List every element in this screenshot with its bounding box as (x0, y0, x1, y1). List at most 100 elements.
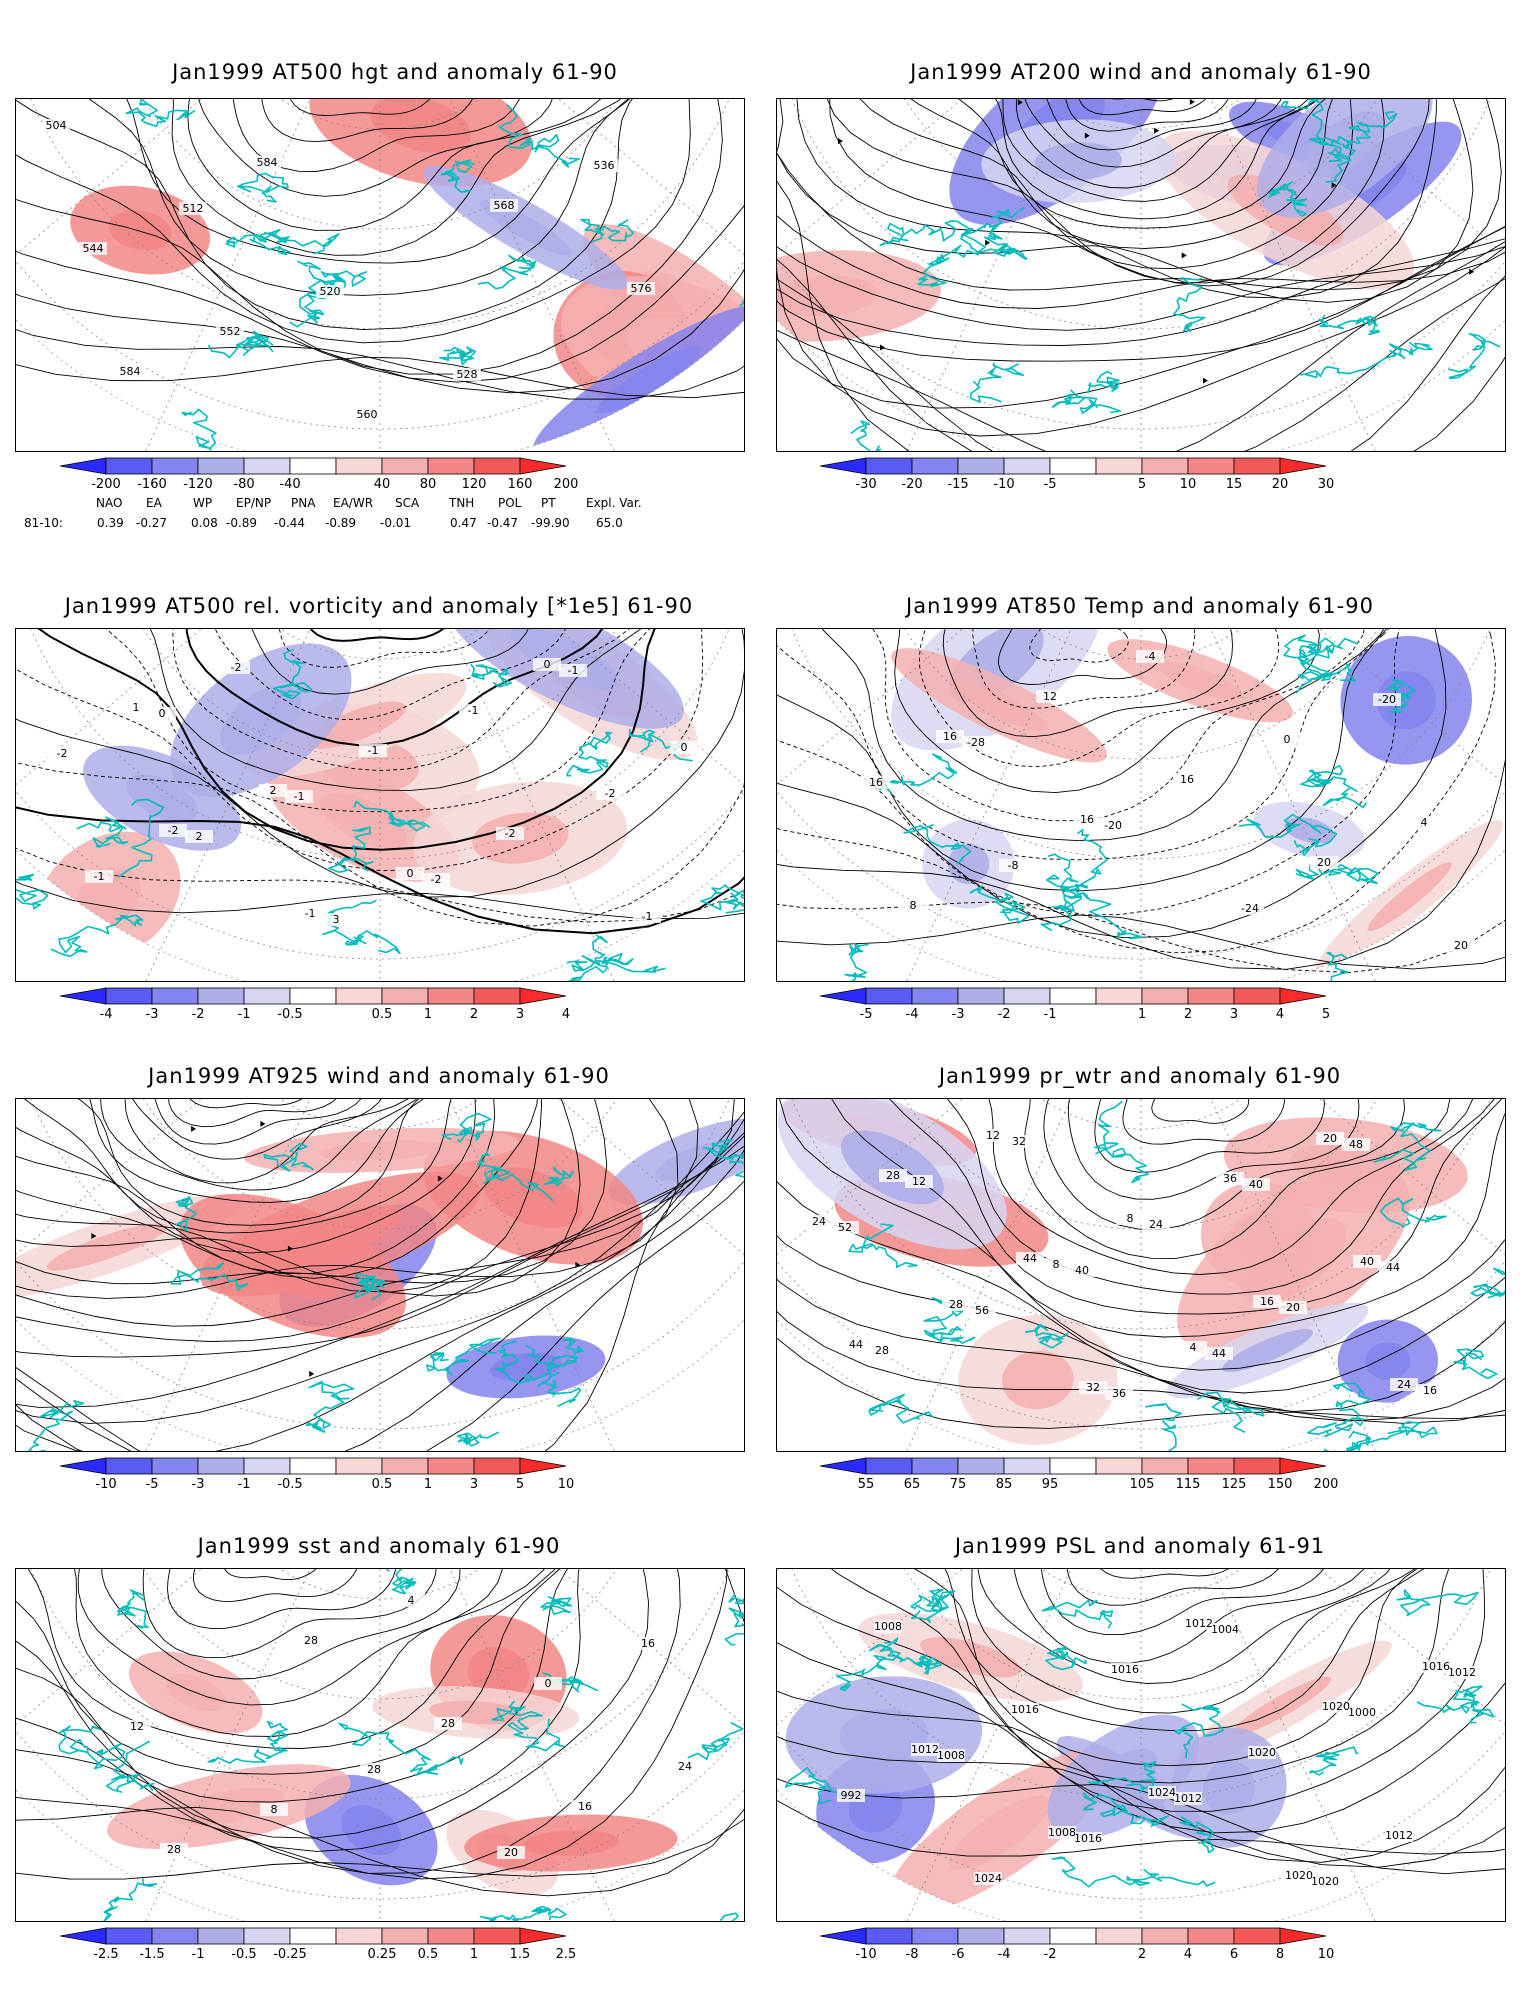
contour-label-bg (1048, 1826, 1076, 1839)
coastline (1380, 1197, 1447, 1228)
wind-arrow (287, 1245, 293, 1252)
colorbar-segment (865, 457, 913, 475)
contour-label: 1020 (1311, 1875, 1339, 1888)
contour-label-bg (559, 664, 587, 677)
coastline (271, 229, 340, 255)
coastline (923, 1297, 976, 1344)
contour-line (27, 1569, 556, 1749)
anomaly-shading-core (276, 1205, 403, 1262)
colorbar-label: -30 (855, 477, 876, 492)
wind-arrow (1017, 99, 1023, 106)
coastline (16, 873, 49, 910)
anomaly-shading-core (490, 1352, 562, 1382)
header-ea: EA (146, 496, 162, 510)
contour-label-bg (434, 1717, 462, 1730)
contour-label-bg (1385, 1829, 1413, 1842)
contour-label: -2 (605, 787, 616, 800)
contour-label: 1024 (1148, 1786, 1176, 1799)
contour-label: -1 (94, 870, 105, 883)
contour-label: 20 (504, 1846, 518, 1859)
contour-label: 32 (1086, 1381, 1100, 1394)
contour-line (1151, 1099, 1250, 1124)
coastline (1416, 1685, 1495, 1724)
contour-label-bg (360, 1763, 388, 1776)
contour-label: -2 (168, 824, 179, 837)
coastline (1094, 1100, 1150, 1184)
contour-label: 584 (257, 156, 278, 169)
coastline (1046, 828, 1108, 892)
coastline (426, 1337, 501, 1376)
coastline (1300, 341, 1433, 379)
colorbar-label: -20 (901, 477, 922, 492)
colorbar-label: 1.5 (510, 1947, 531, 1962)
coastline (1145, 1403, 1182, 1451)
coastline (1295, 637, 1359, 694)
contour-line (224, 1569, 317, 1581)
contour-label: 1012 (911, 1743, 939, 1756)
contour-line (777, 99, 1502, 291)
wind-arrow (1189, 99, 1195, 105)
colorbar-segment (1233, 1457, 1281, 1475)
colorbar-label: 95 (1042, 1477, 1059, 1492)
header-wp: WP (193, 496, 213, 510)
coastline (703, 1138, 744, 1179)
colorbar-segment (911, 1457, 959, 1475)
contour-line (946, 1099, 1495, 1295)
anomaly-shading-core (1305, 111, 1385, 178)
colorbar-label: -80 (233, 477, 254, 492)
colorbar-svg: -10 -8 -6 -4 -2 2 4 6 8 10 (819, 1927, 1334, 1962)
wind-arrow (880, 344, 886, 351)
colorbar-precipitable-water: 55 65 75 85 95 105 115 125 150 200 (819, 1457, 1346, 1498)
colorbar-label: 0.25 (368, 1947, 397, 1962)
coastline (118, 798, 165, 878)
coastline (102, 1878, 158, 1921)
colorbar-label: 2 (1138, 1947, 1146, 1962)
contour-label-bg (1074, 1832, 1102, 1845)
contour-label: 1020 (1322, 1700, 1350, 1713)
panel-title: Jan1999 AT200 wind and anomaly 61-90 (910, 60, 1372, 84)
wind-arrow (1469, 268, 1475, 275)
contour-label-bg (1410, 816, 1438, 829)
contour-label-bg (216, 325, 244, 338)
contour-label: 8 (910, 899, 917, 912)
colorbar-label: 1 (1138, 1007, 1146, 1022)
contour-label-bg (1422, 1660, 1450, 1673)
contour-label-bg (837, 1789, 865, 1802)
colorbar-segment (105, 1457, 153, 1475)
contour-line (16, 1569, 681, 1874)
contour-label: 44 (849, 1338, 863, 1351)
colorbar-segment (59, 1927, 107, 1945)
contour-line (16, 629, 704, 872)
contour-label: 0 (159, 707, 166, 720)
coastline (175, 1196, 198, 1232)
coastline (353, 800, 431, 832)
contour-label: -8 (1008, 859, 1019, 872)
contour-line (16, 1569, 581, 1839)
coastline (125, 99, 196, 127)
contour-label: 28 (875, 1344, 889, 1357)
map-svg: -28 -20 -24 -20 16 -8 -4 0 4 8 12 16 20 20 16 16 (777, 629, 1505, 981)
coastline (1373, 1122, 1442, 1171)
colorbar-label: -2 (998, 1007, 1011, 1022)
coastline (1326, 951, 1350, 981)
coastline (1174, 1703, 1224, 1758)
colorbar-svg: -4 -3 -2 -1 -0.5 0.5 1 2 3 4 (59, 987, 570, 1022)
colorbar-segment (289, 1927, 337, 1945)
colorbar-label: -120 (183, 477, 213, 492)
colorbar-label: 5 (516, 1477, 524, 1492)
contour-label: 12 (912, 1175, 926, 1188)
contour-label-bg (422, 873, 450, 886)
contour-line (16, 1569, 728, 1880)
contour-label: -2 (505, 827, 516, 840)
colorbar-label: -3 (952, 1007, 965, 1022)
anomaly-shading-core (947, 843, 990, 885)
contour-line (829, 99, 1430, 287)
contour-line (142, 1569, 437, 1659)
colorbar-vorticity-500: -4 -3 -2 -1 -0.5 0.5 1 2 3 4 (59, 987, 586, 1028)
contour-label-bg (1136, 650, 1164, 663)
coastline (537, 1337, 584, 1408)
contour-line (1023, 1099, 1451, 1259)
map-svg: 40 44 48 52 56 36 40 44 28 32 24 20 16 12 8 4 20 24 28 32 36… (777, 1099, 1505, 1451)
colorbar-segment (335, 1927, 383, 1945)
contour-label-bg (1242, 1178, 1270, 1191)
